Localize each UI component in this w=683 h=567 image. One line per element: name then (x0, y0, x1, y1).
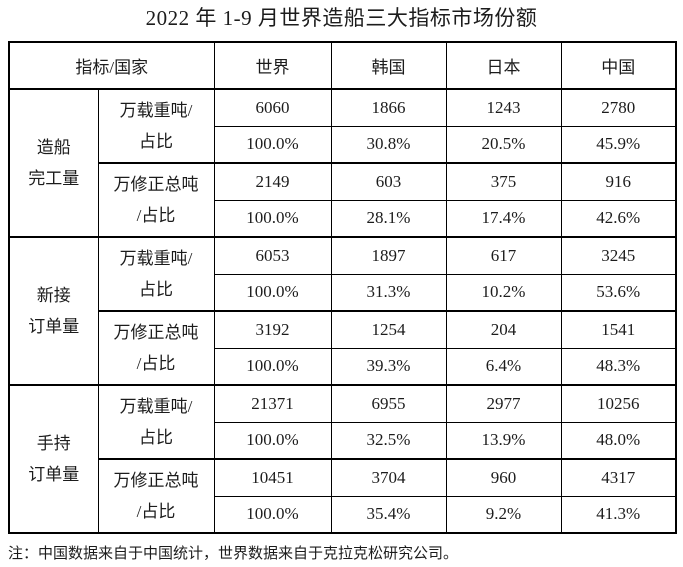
value-cell: 204 (445, 310, 562, 349)
value-cell: 6060 (213, 88, 332, 127)
table-row: 100.0% 30.8% 20.5% 45.9% (9, 125, 677, 164)
value-cell: 617 (445, 236, 562, 275)
value-cell: 6053 (213, 236, 332, 275)
table-row: 100.0% 39.3% 6.4% 48.3% (9, 347, 677, 386)
share-cell: 100.0% (213, 273, 332, 312)
page-title: 2022 年 1-9 月世界造船三大指标市场份额 (145, 6, 538, 30)
share-cell: 20.5% (445, 125, 562, 164)
value-cell: 1243 (445, 88, 562, 127)
section-label-line1: 造船 (36, 138, 71, 157)
table-row: 万修正总吨 /占比 3192 1254 204 1541 (9, 310, 677, 386)
value-cell: 3192 (213, 310, 332, 349)
value-cell: 2780 (560, 88, 677, 127)
metric-label-line2: 占比 (139, 132, 173, 151)
share-cell: 53.6% (560, 273, 677, 312)
metric-label-line1: 万载重吨/ (119, 249, 193, 268)
share-cell: 100.0% (213, 347, 332, 386)
share-cell: 41.3% (560, 495, 677, 534)
table-row: 万修正总吨 /占比 2149 603 375 916 (9, 162, 677, 238)
metric-label-line1: 万修正总吨 (113, 471, 199, 490)
share-cell: 100.0% (213, 125, 332, 164)
metric-label-line1: 万载重吨/ (119, 101, 193, 120)
metric-label-dwt: 万载重吨/ 占比 (97, 236, 215, 312)
value-cell: 2977 (445, 384, 562, 423)
section-label-line1: 手持 (36, 434, 71, 453)
share-cell: 30.8% (330, 125, 447, 164)
table-row: 100.0% 32.5% 13.9% 48.0% (9, 421, 677, 460)
metric-label-line1: 万载重吨/ (119, 397, 193, 416)
section-label-line2: 完工量 (28, 169, 80, 188)
value-cell: 1866 (330, 88, 447, 127)
section-label-line2: 订单量 (28, 317, 80, 336)
table-row: 100.0% 28.1% 17.4% 42.6% (9, 199, 677, 238)
metric-label-line2: /占比 (136, 502, 176, 521)
share-cell: 9.2% (445, 495, 562, 534)
value-cell: 375 (445, 162, 562, 201)
value-cell: 960 (445, 458, 562, 497)
value-cell: 3704 (330, 458, 447, 497)
share-cell: 17.4% (445, 199, 562, 238)
metric-label-cgt: 万修正总吨 /占比 (97, 458, 215, 534)
metric-label-line1: 万修正总吨 (113, 323, 199, 342)
metric-label-line2: 占比 (139, 280, 173, 299)
metric-label-line2: /占比 (136, 354, 176, 373)
share-cell: 6.4% (445, 347, 562, 386)
share-cell: 100.0% (213, 199, 332, 238)
header-row: 指标/国家 世界 韩国 日本 中国 (8, 41, 677, 90)
value-cell: 1254 (330, 310, 447, 349)
share-cell: 45.9% (560, 125, 677, 164)
value-cell: 6955 (330, 384, 447, 423)
share-cell: 100.0% (213, 421, 332, 460)
share-cell: 39.3% (330, 347, 447, 386)
value-cell: 2149 (213, 162, 332, 201)
value-cell: 3245 (560, 236, 677, 275)
value-cell: 4317 (560, 458, 677, 497)
table-row: 万修正总吨 /占比 10451 3704 960 4317 (9, 458, 677, 534)
metric-label-line2: /占比 (136, 206, 176, 225)
metric-label-cgt: 万修正总吨 /占比 (97, 162, 215, 238)
section-label-line2: 订单量 (28, 465, 80, 484)
share-cell: 31.3% (330, 273, 447, 312)
column-header-japan: 日本 (445, 41, 562, 90)
metric-label-dwt: 万载重吨/ 占比 (97, 88, 215, 164)
table-row: 100.0% 31.3% 10.2% 53.6% (9, 273, 677, 312)
source-note: 注：中国数据来自于中国统计，世界数据来自于克拉克松研究公司。 (8, 545, 459, 562)
metric-label-dwt: 万载重吨/ 占比 (97, 384, 215, 460)
share-cell: 35.4% (330, 495, 447, 534)
share-cell: 48.0% (560, 421, 677, 460)
share-cell: 48.3% (560, 347, 677, 386)
section-label-new-orders: 新接 订单量 (8, 236, 99, 386)
share-cell: 13.9% (445, 421, 562, 460)
column-header-korea: 韩国 (330, 41, 447, 90)
table-row: 造船 完工量 万载重吨/ 占比 6060 1866 1243 2780 (8, 88, 677, 238)
value-cell: 10451 (213, 458, 332, 497)
share-cell: 28.1% (330, 199, 447, 238)
section-label-completions: 造船 完工量 (8, 88, 99, 238)
value-cell: 603 (330, 162, 447, 201)
share-cell: 32.5% (330, 421, 447, 460)
metric-label-cgt: 万修正总吨 /占比 (97, 310, 215, 386)
value-cell: 916 (560, 162, 677, 201)
share-cell: 100.0% (213, 495, 332, 534)
section-label-order-backlog: 手持 订单量 (8, 384, 99, 534)
column-header-world: 世界 (213, 41, 332, 90)
table-row: 手持 订单量 万载重吨/ 占比 21371 6955 2977 10256 (8, 384, 677, 534)
value-cell: 10256 (560, 384, 677, 423)
value-cell: 1897 (330, 236, 447, 275)
value-cell: 21371 (213, 384, 332, 423)
metric-label-line1: 万修正总吨 (113, 175, 199, 194)
share-cell: 42.6% (560, 199, 677, 238)
value-cell: 1541 (560, 310, 677, 349)
market-share-table: 指标/国家 世界 韩国 日本 中国 造船 完工量 万载重吨/ 占比 6060 1… (8, 41, 678, 534)
table-row: 新接 订单量 万载重吨/ 占比 6053 1897 617 3245 (8, 236, 677, 386)
column-header-china: 中国 (560, 41, 677, 90)
table-row: 100.0% 35.4% 9.2% 41.3% (9, 495, 677, 534)
share-cell: 10.2% (445, 273, 562, 312)
metric-label-line2: 占比 (139, 428, 173, 447)
corner-header: 指标/国家 (8, 41, 215, 90)
section-label-line1: 新接 (36, 286, 71, 305)
